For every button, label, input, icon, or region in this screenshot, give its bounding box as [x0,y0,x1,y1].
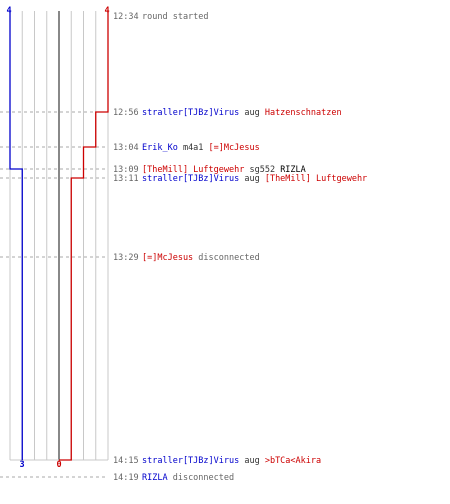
event-time: 12:34 [113,12,139,22]
event-text: straller[TJBz]Virus aug Hatzenschnatzen [142,108,342,118]
event-part-team-left: straller[TJBz]Virus [142,174,239,184]
score-label-top-left: 4 [6,6,11,16]
event-part-team-left: RIZLA [142,473,168,483]
event-part-verb: aug [239,456,265,466]
event-part-team-left: Erik_Ko [142,143,178,153]
event-part-team-left: straller[TJBz]Virus [142,108,239,118]
event-text: straller[TJBz]Virus aug [TheMill] Luftge… [142,174,367,184]
event-part-team-right: [=]McJesus [142,253,193,263]
event-time: 12:56 [113,108,139,118]
event-entry: 13:09 [TheMill] Luftgewehr sg552 RIZLA [113,165,306,175]
event-part-verb: m4a1 [178,143,209,153]
event-text: round started [142,12,209,22]
event-part-team-left: straller[TJBz]Virus [142,456,239,466]
event-part-neutral-name: RIZLA [280,165,306,175]
event-time: 13:29 [113,253,139,263]
event-part-team-right: >bTCa<Akira [265,456,321,466]
event-text: RIZLA disconnected [142,473,234,483]
score-line-blue [9,11,23,460]
event-guide-lines [0,111,108,478]
event-part-team-right: Hatzenschnatzen [265,108,342,118]
event-entry: 13:11 straller[TJBz]Virus aug [TheMill] L… [113,174,367,184]
event-text: Erik_Ko m4a1 [=]McJesus [142,143,260,153]
score-label-bottom-right: 0 [56,460,61,470]
event-text: [=]McJesus disconnected [142,253,260,263]
event-part-team-right: [=]McJesus [209,143,260,153]
event-entry: 13:29 [=]McJesus disconnected [113,253,260,263]
event-time: 13:09 [113,165,139,175]
grid-lines [9,11,109,461]
event-part-verb: aug [239,174,265,184]
event-part-status: disconnected [168,473,235,483]
event-text: [TheMill] Luftgewehr sg552 RIZLA [142,165,306,175]
score-labels: 4 4 3 0 [6,6,109,470]
event-time: 14:19 [113,473,139,483]
event-entry: 14:15 straller[TJBz]Virus aug >bTCa<Akira [113,456,321,466]
event-text: straller[TJBz]Virus aug >bTCa<Akira [142,456,321,466]
event-part-team-right: [TheMill] Luftgewehr [142,165,244,175]
score-lines [9,11,109,461]
event-part-verb: aug [239,108,265,118]
event-entry: 12:34 round started [113,12,209,22]
event-part-team-right: [TheMill] Luftgewehr [265,174,367,184]
score-line-red [59,11,109,461]
event-entry: 12:56 straller[TJBz]Virus aug Hatzenschna… [113,108,342,118]
event-part-status: disconnected [193,253,260,263]
event-time: 14:15 [113,456,139,466]
score-label-bottom-left: 3 [19,460,24,470]
event-part-status: round started [142,12,209,22]
score-label-top-right: 4 [104,6,109,16]
event-time: 13:11 [113,174,139,184]
event-entry: 14:19 RIZLA disconnected [0,473,234,483]
event-part-verb: sg552 [244,165,280,175]
event-entry: 13:04 Erik_Ko m4a1 [=]McJesus [113,143,260,153]
event-time: 13:04 [113,143,139,153]
